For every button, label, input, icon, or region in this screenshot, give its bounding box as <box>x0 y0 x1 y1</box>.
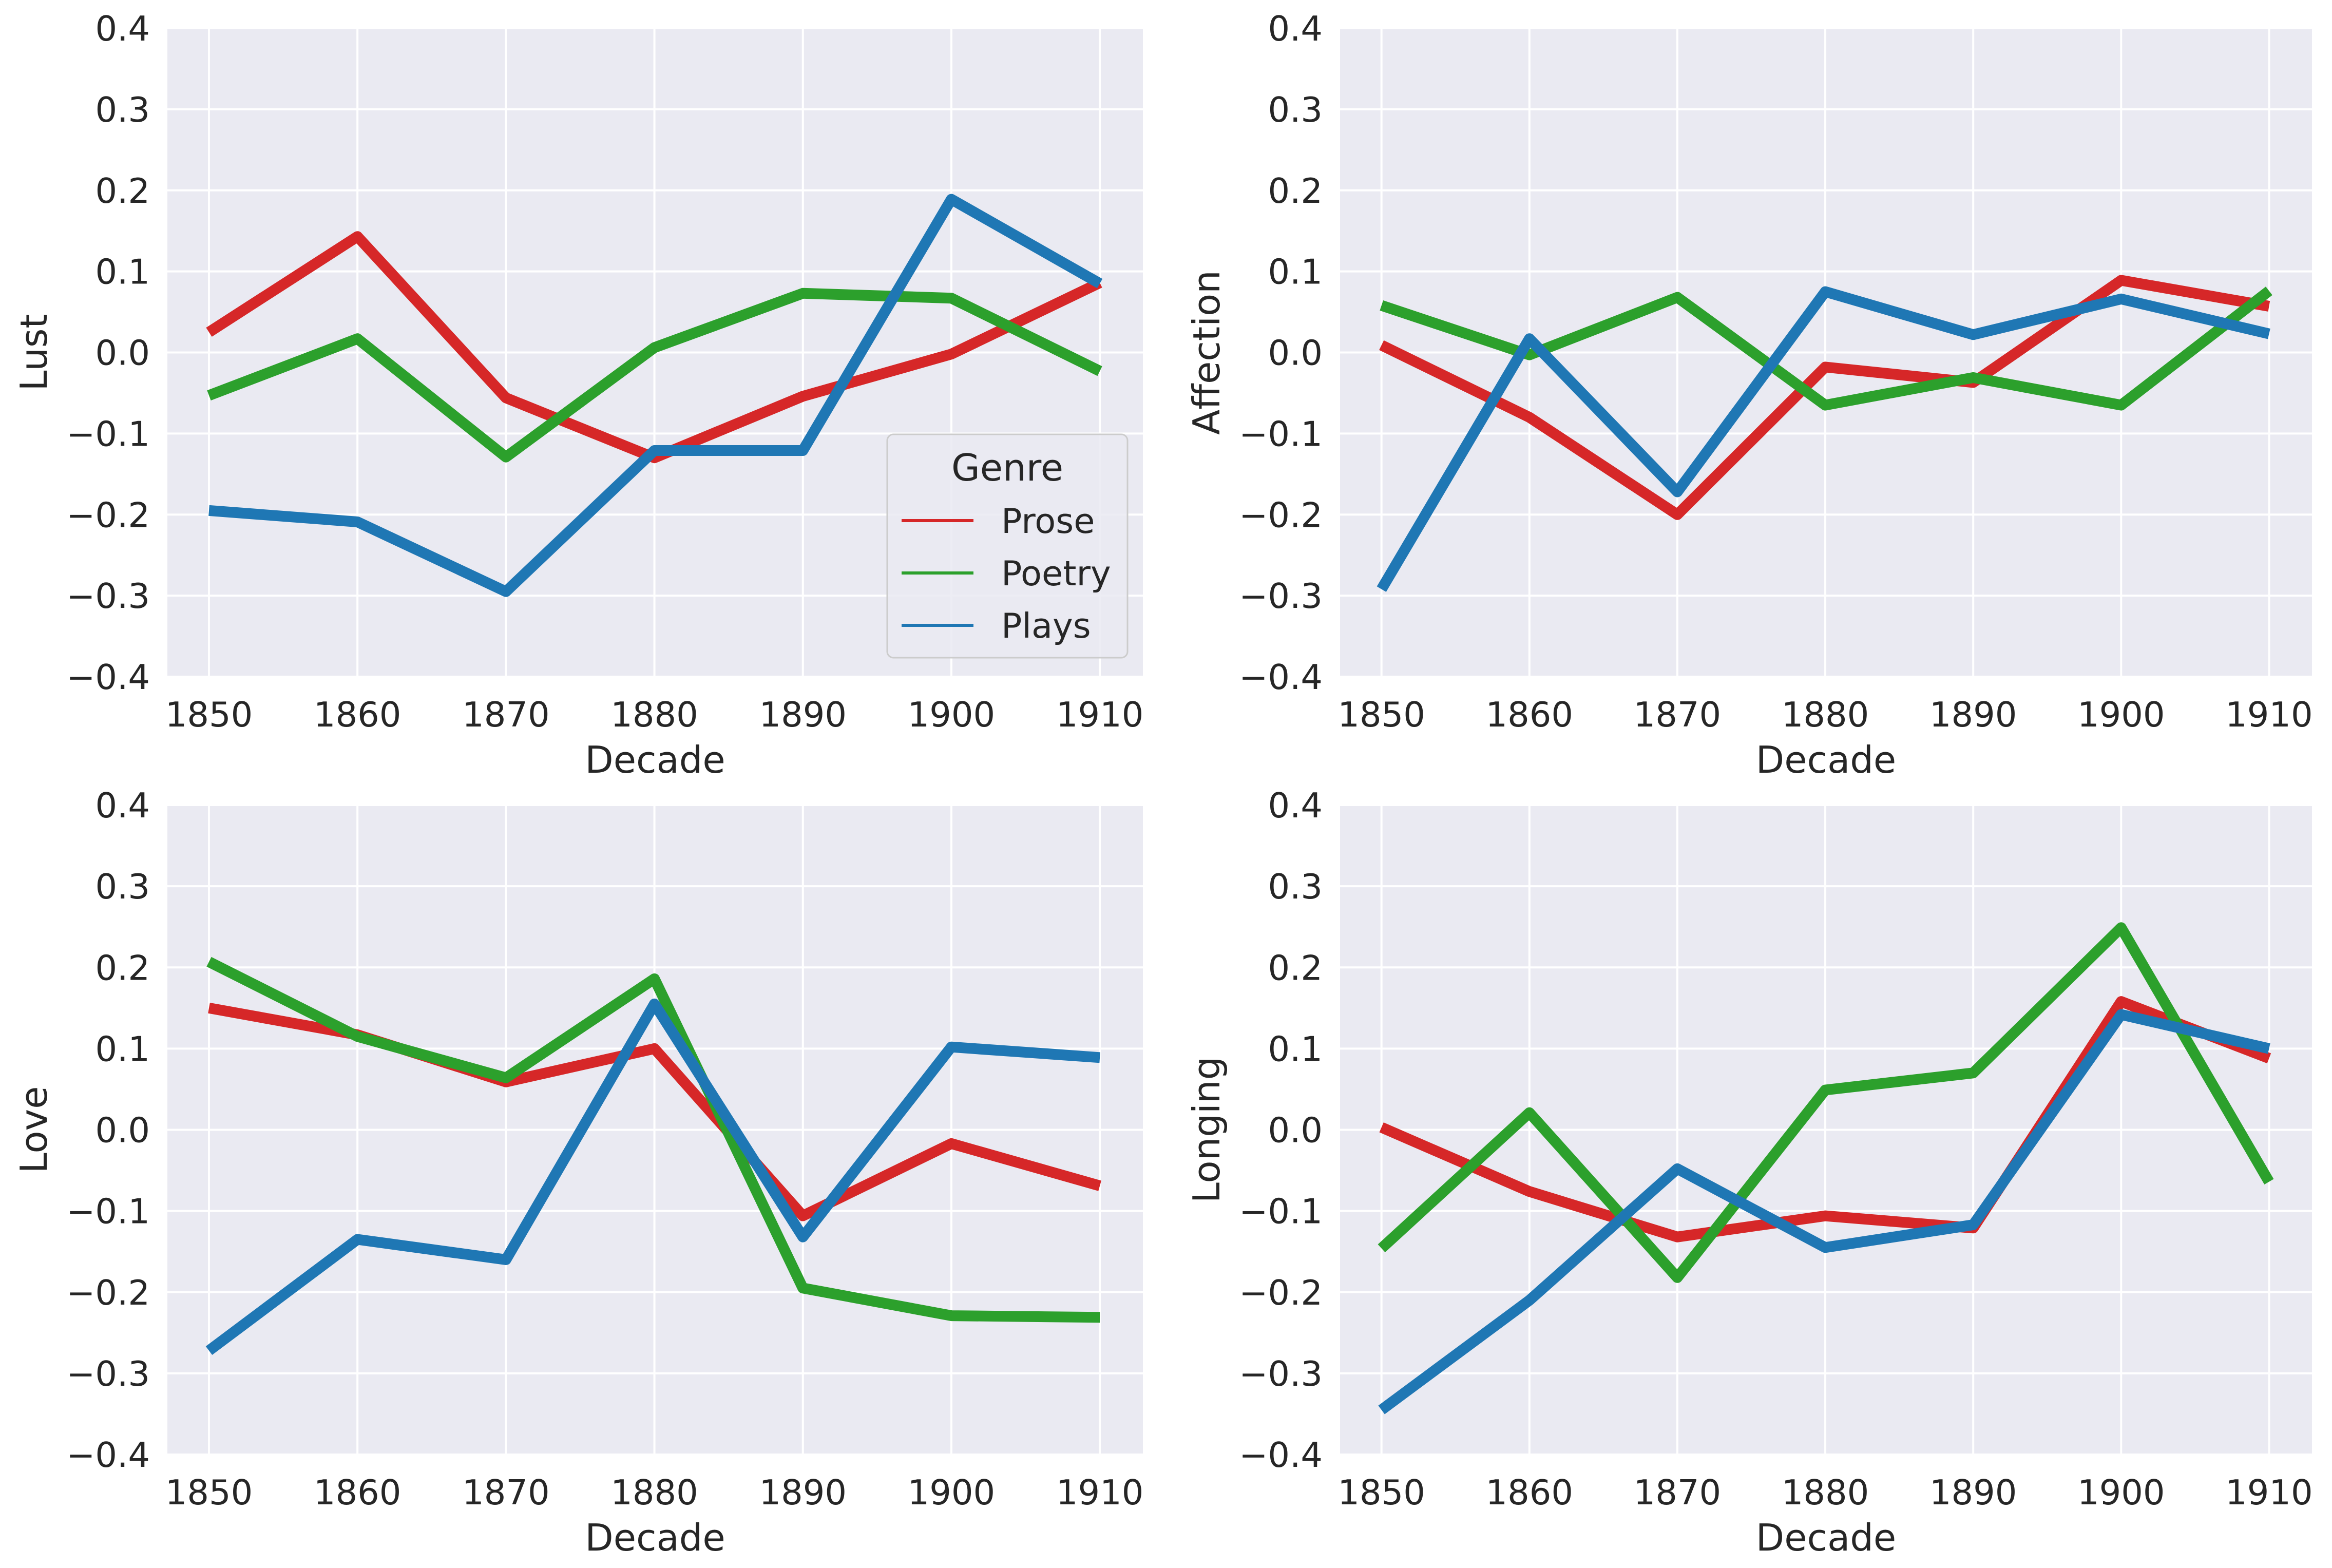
x-tick-label: 1900 <box>908 1473 996 1513</box>
x-tick-label: 1870 <box>462 1473 550 1513</box>
y-tick-label: 0.1 <box>1268 1029 1323 1069</box>
y-tick-label: 0.0 <box>95 333 150 373</box>
series-line-poetry <box>1380 286 2272 411</box>
y-tick-label: 0.2 <box>95 171 150 211</box>
y-axis-label: Affection <box>1185 270 1228 435</box>
x-tick-label: 1910 <box>2225 695 2313 735</box>
x-axis-label: Decade <box>1756 738 1896 781</box>
y-tick-label: −0.2 <box>66 495 150 535</box>
y-tick-label: 0.3 <box>95 90 150 130</box>
y-axis-label: Longing <box>1185 1057 1228 1203</box>
x-tick-label: 1850 <box>165 1473 253 1513</box>
chart-panel-longing: 1850 1860 1870 1880 1890 1900 1910 0.4 0.3 0.2 0.1… <box>1185 786 2313 1559</box>
y-tick-label: −0.2 <box>1239 1273 1323 1313</box>
chart-panel-affection: 1850 1860 1870 1880 1890 1900 1910 0.4 0.3 0.2 0.1… <box>1185 9 2313 781</box>
legend-entry-prose: Prose <box>1001 501 1095 541</box>
y-tick-label: −0.3 <box>1239 1354 1323 1394</box>
y-tick-label: 0.0 <box>1268 1111 1323 1151</box>
legend-box <box>886 433 1129 659</box>
y-tick-label: −0.3 <box>66 1354 150 1394</box>
x-tick-label: 1890 <box>1929 1473 2017 1513</box>
chart-panel-lust: 1850 1860 1870 1880 1890 1900 1910 0.4 0.3 0.2 0.1… <box>12 9 1143 781</box>
x-tick-label: 1880 <box>610 695 698 735</box>
y-tick-label: 0.2 <box>1268 171 1323 211</box>
x-tick-label: 1860 <box>314 695 402 735</box>
x-tick-label: 1880 <box>610 1473 698 1513</box>
x-axis-label: Decade <box>1756 1516 1896 1559</box>
x-tick-label: 1910 <box>1056 1473 1144 1513</box>
x-tick-label: 1870 <box>1634 1473 1722 1513</box>
x-tick-label: 1870 <box>1634 695 1722 735</box>
y-tick-label: 0.4 <box>95 786 150 826</box>
x-tick-label: 1900 <box>2077 695 2165 735</box>
y-axis-label: Love <box>12 1086 55 1174</box>
y-axis-label: Lust <box>12 314 55 391</box>
y-tick-label: 0.1 <box>95 1029 150 1069</box>
y-tick-label: −0.1 <box>66 1192 150 1232</box>
y-tick-label: −0.4 <box>1239 1435 1323 1475</box>
x-tick-label: 1910 <box>2225 1473 2313 1513</box>
legend-entry-poetry: Poetry <box>1001 553 1111 594</box>
y-tick-label: 0.3 <box>1268 90 1323 130</box>
series-line-plays <box>1378 1009 2270 1414</box>
x-tick-label: 1850 <box>1337 695 1425 735</box>
x-tick-label: 1860 <box>1486 695 1574 735</box>
legend: Genre Prose Poetry Plays <box>886 433 1129 659</box>
series-line-poetry <box>1378 922 2274 1283</box>
series-line-plays <box>208 194 1103 597</box>
y-tick-label: 0.0 <box>95 1111 150 1151</box>
y-tick-label: −0.4 <box>1239 657 1323 697</box>
series-line-poetry <box>206 957 1100 1323</box>
y-tick-label: 0.0 <box>1268 333 1323 373</box>
series-line-plays <box>1377 286 2270 592</box>
y-tick-label: −0.2 <box>66 1273 150 1313</box>
x-tick-label: 1860 <box>1486 1473 1574 1513</box>
x-tick-label: 1880 <box>1782 695 1869 735</box>
y-tick-label: 0.4 <box>1268 786 1323 826</box>
x-tick-label: 1890 <box>759 1473 847 1513</box>
x-tick-label: 1900 <box>908 695 996 735</box>
series-line-prose <box>1379 275 2270 520</box>
y-tick-label: 0.1 <box>1268 252 1323 292</box>
y-tick-label: −0.2 <box>1239 495 1323 535</box>
x-tick-label: 1890 <box>1929 695 2017 735</box>
legend-title: Genre <box>951 446 1063 489</box>
y-tick-label: 0.2 <box>95 948 150 988</box>
series-line-plays <box>205 998 1100 1355</box>
y-tick-label: −0.1 <box>66 414 150 454</box>
y-tick-label: 0.4 <box>1268 9 1323 49</box>
y-tick-label: 0.2 <box>1268 948 1323 988</box>
y-tick-label: −0.4 <box>66 657 150 697</box>
y-tick-label: 0.3 <box>1268 867 1323 907</box>
x-tick-label: 1870 <box>462 695 550 735</box>
series-line-poetry <box>207 288 1102 463</box>
x-tick-label: 1860 <box>314 1473 402 1513</box>
y-tick-label: 0.3 <box>95 867 150 907</box>
y-tick-label: −0.1 <box>1239 414 1323 454</box>
y-tick-label: −0.4 <box>66 1435 150 1475</box>
chart-panel-love: 1850 1860 1870 1880 1890 1900 1910 0.4 0.3 0.2 0.1… <box>12 786 1143 1559</box>
x-tick-label: 1850 <box>1337 1473 1425 1513</box>
x-tick-label: 1850 <box>165 695 253 735</box>
legend-entry-plays: Plays <box>1001 606 1091 646</box>
x-tick-label: 1900 <box>2077 1473 2165 1513</box>
x-tick-label: 1880 <box>1782 1473 1869 1513</box>
y-tick-label: 0.4 <box>95 9 150 49</box>
x-tick-label: 1910 <box>1056 695 1144 735</box>
series-line-prose <box>1379 996 2271 1242</box>
y-tick-label: 0.1 <box>95 252 150 292</box>
x-tick-label: 1890 <box>759 695 847 735</box>
x-axis-label: Decade <box>585 1516 725 1559</box>
y-tick-label: −0.3 <box>1239 576 1323 616</box>
y-tick-label: −0.3 <box>66 576 150 616</box>
y-tick-label: −0.1 <box>1239 1192 1323 1232</box>
x-axis-label: Decade <box>585 738 725 781</box>
